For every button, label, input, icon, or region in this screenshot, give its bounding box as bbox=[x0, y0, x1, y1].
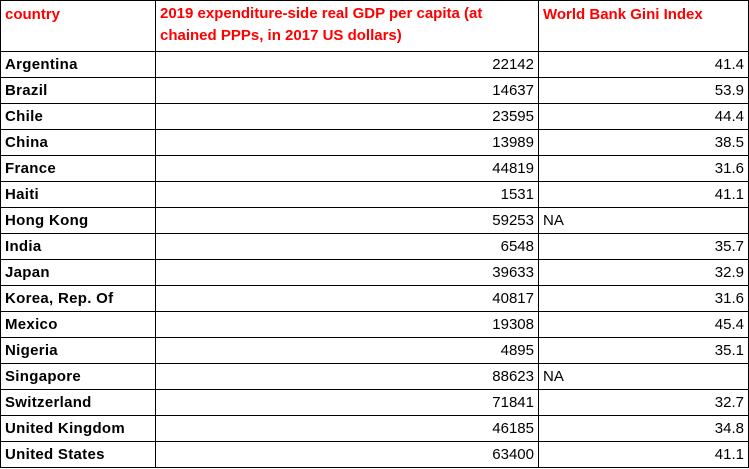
gdp-cell: 39633 bbox=[155, 259, 539, 286]
country-cell: Brazil bbox=[0, 77, 156, 104]
table-body: Argentina 22142 41.4 Brazil 14637 53.9 Chile 23… bbox=[0, 51, 749, 468]
header-gini: World Bank Gini Index bbox=[538, 0, 749, 52]
table-row: Switzerland 71841 32.7 bbox=[0, 389, 749, 416]
country-cell: Argentina bbox=[0, 51, 156, 78]
gdp-cell: 19308 bbox=[155, 311, 539, 338]
table-row: Chile 23595 44.4 bbox=[0, 103, 749, 130]
table-row: Korea, Rep. Of 40817 31.6 bbox=[0, 285, 749, 312]
gini-cell: 35.7 bbox=[538, 233, 749, 260]
gdp-cell: 44819 bbox=[155, 155, 539, 182]
country-cell: Chile bbox=[0, 103, 156, 130]
table-row: United States 63400 41.1 bbox=[0, 441, 749, 468]
gdp-cell: 6548 bbox=[155, 233, 539, 260]
country-cell: Switzerland bbox=[0, 389, 156, 416]
gdp-cell: 71841 bbox=[155, 389, 539, 416]
gdp-cell: 88623 bbox=[155, 363, 539, 390]
gini-cell: 31.6 bbox=[538, 155, 749, 182]
country-cell: Korea, Rep. Of bbox=[0, 285, 156, 312]
country-cell: Mexico bbox=[0, 311, 156, 338]
header-gdp: 2019 expenditure-side real GDP per capit… bbox=[155, 0, 539, 52]
country-cell: United Kingdom bbox=[0, 415, 156, 442]
table-row: Argentina 22142 41.4 bbox=[0, 51, 749, 78]
gdp-cell: 14637 bbox=[155, 77, 539, 104]
gdp-cell: 63400 bbox=[155, 441, 539, 468]
country-cell: Nigeria bbox=[0, 337, 156, 364]
header-country: country bbox=[0, 0, 156, 52]
gdp-cell: 22142 bbox=[155, 51, 539, 78]
header-row: country 2019 expenditure-side real GDP p… bbox=[0, 0, 749, 52]
table-row: United Kingdom 46185 34.8 bbox=[0, 415, 749, 442]
gdp-cell: 4895 bbox=[155, 337, 539, 364]
gini-cell: 41.1 bbox=[538, 441, 749, 468]
gini-cell: 41.1 bbox=[538, 181, 749, 208]
table-row: Nigeria 4895 35.1 bbox=[0, 337, 749, 364]
gdp-cell: 1531 bbox=[155, 181, 539, 208]
country-cell: France bbox=[0, 155, 156, 182]
gini-cell: NA bbox=[538, 363, 749, 390]
table-row: Hong Kong 59253 NA bbox=[0, 207, 749, 234]
country-cell: Haiti bbox=[0, 181, 156, 208]
gdp-cell: 46185 bbox=[155, 415, 539, 442]
country-cell: Singapore bbox=[0, 363, 156, 390]
country-cell: United States bbox=[0, 441, 156, 468]
table-row: China 13989 38.5 bbox=[0, 129, 749, 156]
gini-cell: 53.9 bbox=[538, 77, 749, 104]
table-row: France 44819 31.6 bbox=[0, 155, 749, 182]
gini-cell: 38.5 bbox=[538, 129, 749, 156]
table-row: Japan 39633 32.9 bbox=[0, 259, 749, 286]
table-row: Mexico 19308 45.4 bbox=[0, 311, 749, 338]
gini-cell: 32.9 bbox=[538, 259, 749, 286]
gini-cell: 35.1 bbox=[538, 337, 749, 364]
gdp-cell: 40817 bbox=[155, 285, 539, 312]
table-row: Haiti 1531 41.1 bbox=[0, 181, 749, 208]
gini-cell: 41.4 bbox=[538, 51, 749, 78]
gini-cell: 32.7 bbox=[538, 389, 749, 416]
gini-cell: 45.4 bbox=[538, 311, 749, 338]
table-row: Brazil 14637 53.9 bbox=[0, 77, 749, 104]
country-cell: China bbox=[0, 129, 156, 156]
table-row: India 6548 35.7 bbox=[0, 233, 749, 260]
gini-cell: NA bbox=[538, 207, 749, 234]
gdp-cell: 13989 bbox=[155, 129, 539, 156]
gini-cell: 44.4 bbox=[538, 103, 749, 130]
table-row: Singapore 88623 NA bbox=[0, 363, 749, 390]
gdp-cell: 59253 bbox=[155, 207, 539, 234]
gini-cell: 31.6 bbox=[538, 285, 749, 312]
country-cell: Hong Kong bbox=[0, 207, 156, 234]
gdp-cell: 23595 bbox=[155, 103, 539, 130]
gini-cell: 34.8 bbox=[538, 415, 749, 442]
country-cell: India bbox=[0, 233, 156, 260]
country-cell: Japan bbox=[0, 259, 156, 286]
